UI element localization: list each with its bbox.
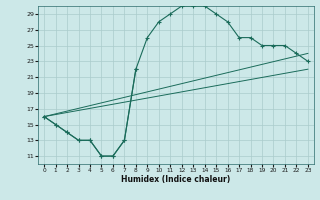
- X-axis label: Humidex (Indice chaleur): Humidex (Indice chaleur): [121, 175, 231, 184]
